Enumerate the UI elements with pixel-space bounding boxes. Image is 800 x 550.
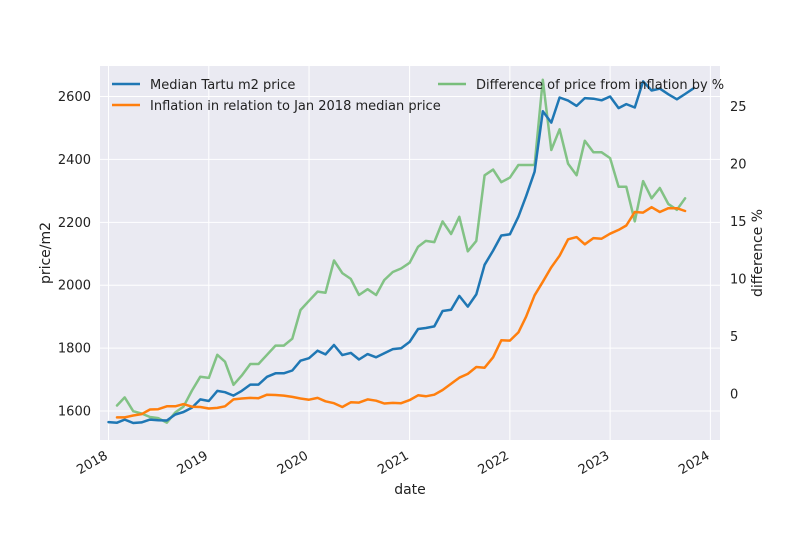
y-axis-ticks: 1600 1800 2000 2200 2400 2600 [58, 90, 91, 420]
y-tick-label: 2400 [58, 153, 91, 168]
y-tick-label: 1600 [58, 405, 91, 420]
y-axis-label: price/m2 [38, 222, 54, 284]
series-layer [107, 78, 695, 425]
y2-tick-label: 5 [730, 330, 738, 345]
y2-tick-label: 25 [730, 100, 747, 115]
x-axis-label: date [394, 482, 426, 498]
y2-tick-label: 20 [730, 157, 747, 172]
legend-label-inflation: Inflation in relation to Jan 2018 median… [150, 99, 441, 114]
legend-left: Median Tartu m2 price Inflation in relat… [112, 78, 441, 114]
series-line-inflation [115, 205, 687, 419]
legend-right: Difference of price from inflation by % [438, 78, 724, 93]
legend-label-median-price: Median Tartu m2 price [150, 78, 295, 93]
y2-tick-label: 10 [730, 272, 747, 287]
y-tick-label: 1800 [58, 342, 91, 357]
y2-tick-label: 15 [730, 215, 747, 230]
y2-axis-label: difference % [750, 209, 766, 297]
y-tick-label: 2000 [58, 279, 91, 294]
gridlines [100, 66, 720, 440]
y-tick-label: 2200 [58, 216, 91, 231]
y2-tick-label: 0 [730, 387, 738, 402]
series-line-median-price [107, 80, 695, 425]
y2-axis-ticks: 0 5 10 15 20 25 [730, 100, 747, 403]
y-tick-label: 2600 [58, 90, 91, 105]
series-line-difference [115, 78, 687, 424]
legend-label-difference: Difference of price from inflation by % [476, 78, 724, 93]
